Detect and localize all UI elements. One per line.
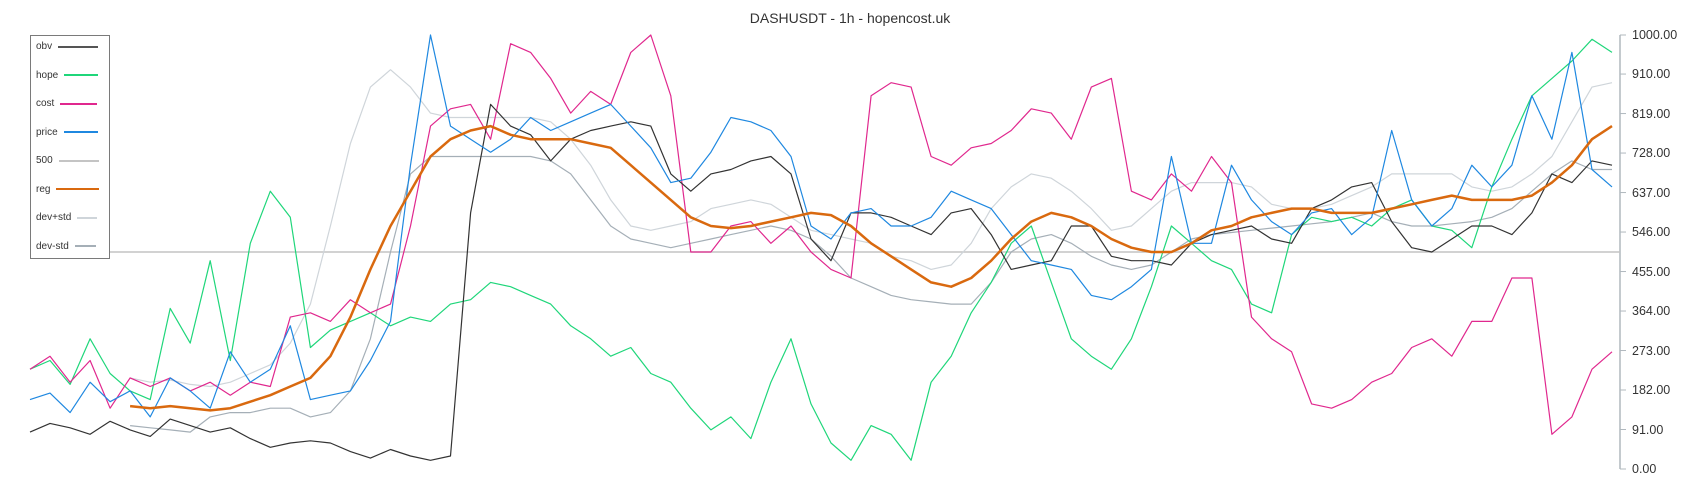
y-tick-label: 0.00: [1632, 462, 1657, 476]
y-tick-label: 728.00: [1632, 146, 1671, 161]
y-axis: [1619, 34, 1626, 470]
legend-label: 500: [36, 155, 53, 166]
y-tick-label: 637.00: [1632, 185, 1671, 200]
legend-swatch-icon: [77, 216, 98, 219]
legend-item-dev-std: dev-std: [36, 241, 96, 252]
series-line-dev-std: [130, 155, 1612, 433]
legend-label: price: [36, 126, 58, 138]
series-line-dev-std: [129, 69, 1613, 388]
legend-swatch-icon: [60, 102, 98, 105]
series-line-reg: [129, 124, 1613, 412]
y-tick-label: 182.00: [1632, 383, 1671, 397]
legend-swatch-icon: [63, 131, 98, 133]
legend-item-obv: obv: [36, 41, 99, 52]
series-line-obv: [29, 103, 1613, 461]
y-tick-label: 455.00: [1632, 264, 1671, 279]
legend-item-cost: cost: [36, 98, 98, 109]
series-line-cost: [29, 34, 1613, 435]
y-tick-label: 364.00: [1632, 304, 1671, 319]
chart-title: DASHUSDT - 1h - hopencost.uk: [749, 10, 951, 26]
y-tick-label: 1000.00: [1632, 28, 1678, 42]
legend-label: hope: [36, 69, 59, 81]
legend-item-hope: hope: [36, 69, 99, 81]
y-tick-label: 273.00: [1632, 343, 1671, 358]
legend-swatch-icon: [58, 45, 99, 48]
legend-label: obv: [36, 41, 53, 52]
legend: obv hope cost price 500 reg dev+std dev-std: [30, 35, 110, 259]
legend-label: reg: [36, 183, 51, 195]
series-line-hope: [29, 38, 1613, 461]
y-tick-label: 819.00: [1632, 106, 1671, 121]
legend-swatch-icon: [56, 188, 100, 190]
legend-label: dev-std: [36, 240, 69, 252]
legend-item-reg: reg: [36, 183, 100, 195]
legend-swatch-icon: [64, 74, 99, 76]
legend-label: cost: [36, 98, 55, 109]
series-line-price: [29, 34, 1613, 418]
y-tick-label: 91.00: [1632, 422, 1664, 437]
legend-item-500: 500: [36, 155, 99, 166]
y-tick-label: 546.00: [1632, 225, 1671, 240]
legend-swatch-icon: [74, 245, 96, 247]
legend-label: dev+std: [36, 212, 72, 223]
legend-item-dev-std: dev+std: [36, 212, 98, 223]
legend-swatch-icon: [58, 159, 99, 162]
y-tick-label: 910.00: [1632, 67, 1671, 82]
legend-item-price: price: [36, 127, 98, 138]
series-lines: [29, 34, 1613, 461]
